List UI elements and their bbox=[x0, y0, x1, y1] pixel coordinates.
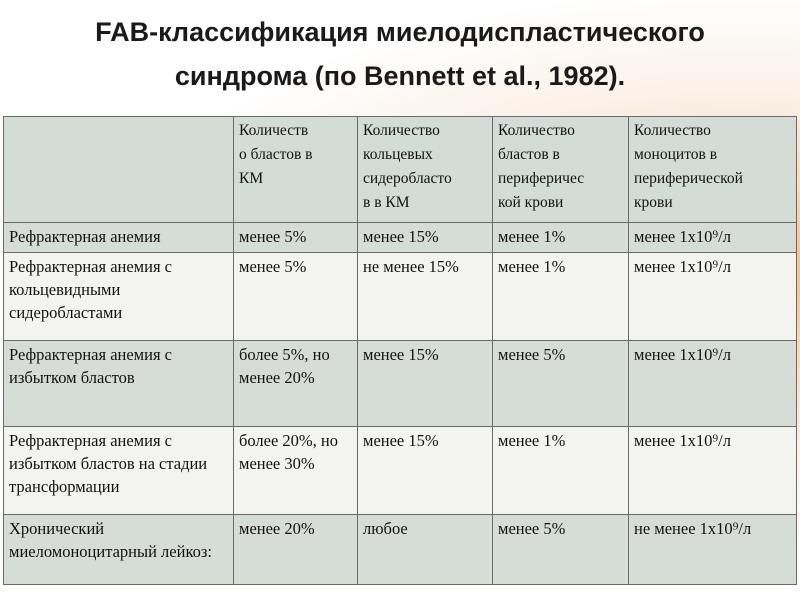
header-cell: Количество моноцитов в периферической крови bbox=[628, 116, 797, 223]
table-cell: более 20%, но менее 30% bbox=[233, 426, 358, 515]
table-cell: менее 1% bbox=[492, 426, 629, 515]
table-cell: менее 5% bbox=[492, 514, 629, 585]
table-row: Рефрактерная анемия с кольцевидными сиде… bbox=[3, 252, 797, 341]
table-row: Рефрактерная анемия с избытком бластов бо… bbox=[3, 340, 797, 427]
table-cell: менее 5% bbox=[233, 252, 358, 341]
row-label-cell: Рефрактерная анемия с избытком бластов н… bbox=[3, 426, 234, 515]
table-cell: менее 15% bbox=[357, 426, 493, 515]
fab-classification-table: Количеств о бластов в КМ Количество кольцев… bbox=[3, 116, 797, 585]
table-cell: не менее 15% bbox=[357, 252, 493, 341]
table-cell: менее 15% bbox=[357, 222, 493, 253]
title-line-1: FAB-классификация миелодиспластического bbox=[95, 17, 705, 47]
table-cell: менее 1х10⁹/л bbox=[628, 222, 797, 253]
title-line-2: синдрома (по Bennett et al., 1982). bbox=[174, 61, 626, 91]
header-cell: Количеств о бластов в КМ bbox=[233, 116, 358, 223]
row-label-cell: Рефрактерная анемия с кольцевидными сиде… bbox=[3, 252, 234, 341]
table-cell: менее 1% bbox=[492, 222, 629, 253]
row-label-cell: Хронический миеломоноцитарный лейкоз: bbox=[3, 514, 234, 585]
table-row: Рефрактерная анемия с избытком бластов н… bbox=[3, 426, 797, 515]
row-label-cell: Рефрактерная анемия с избытком бластов bbox=[3, 340, 234, 427]
table-cell: менее 1х10⁹/л bbox=[628, 426, 797, 515]
header-cell: Количество бластов в периферичес кой крови bbox=[492, 116, 629, 223]
table-cell: любое bbox=[357, 514, 493, 585]
table-cell: более 5%, но менее 20% bbox=[233, 340, 358, 427]
table-cell: менее 15% bbox=[357, 340, 493, 427]
table-cell: менее 5% bbox=[233, 222, 358, 253]
table-cell: менее 1х10⁹/л bbox=[628, 252, 797, 341]
slide-title: FAB-классификация миелодиспластического … bbox=[0, 10, 800, 98]
table-cell: менее 1х10⁹/л bbox=[628, 340, 797, 427]
table-cell: менее 20% bbox=[233, 514, 358, 585]
header-cell bbox=[3, 116, 234, 223]
header-cell: Количество кольцевых сидеробласто в в КМ bbox=[357, 116, 493, 223]
table-row: Хронический миеломоноцитарный лейкоз: мен… bbox=[3, 514, 797, 585]
table-cell: менее 1% bbox=[492, 252, 629, 341]
table-cell: не менее 1х10⁹/л bbox=[628, 514, 797, 585]
table-header-row: Количеств о бластов в КМ Количество кольцев… bbox=[3, 116, 797, 223]
table-cell: менее 5% bbox=[492, 340, 629, 427]
row-label-cell: Рефрактерная анемия bbox=[3, 222, 234, 253]
table-row: Рефрактерная анемия менее 5% менее 15% мене… bbox=[3, 222, 797, 253]
